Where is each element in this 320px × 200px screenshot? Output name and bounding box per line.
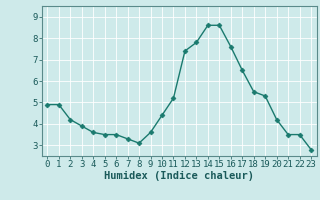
- X-axis label: Humidex (Indice chaleur): Humidex (Indice chaleur): [104, 171, 254, 181]
